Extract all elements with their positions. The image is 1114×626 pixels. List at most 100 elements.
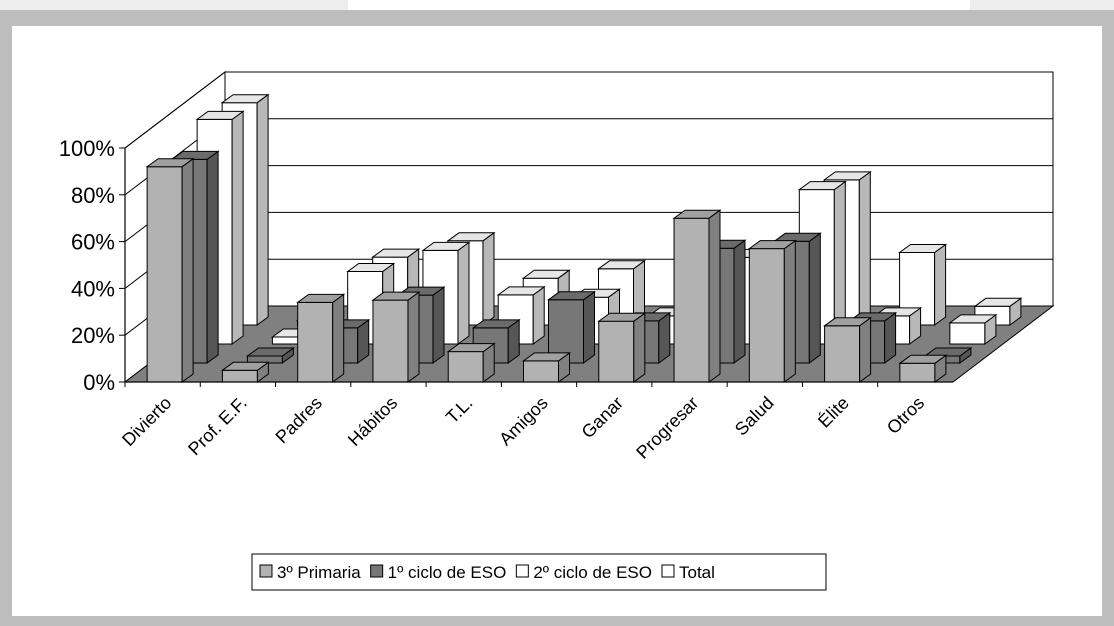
bar-front — [297, 301, 334, 383]
bar-top — [496, 286, 546, 296]
x-tick-label-amigos: Amigos — [495, 393, 552, 450]
bar-top — [772, 232, 822, 242]
y-tick-label: 80% — [71, 183, 115, 208]
bar-top — [898, 244, 948, 253]
bar-3-primaria-lite — [823, 316, 873, 383]
bar-top — [296, 293, 346, 303]
bar-top — [823, 317, 873, 327]
bar-3-primaria-amigos — [521, 351, 572, 383]
bar-top — [898, 354, 948, 364]
top-strip-right — [970, 0, 1114, 10]
legend-box — [251, 553, 827, 591]
x-tick-label-lite: Élite — [814, 393, 853, 432]
chart-frame: 0% 20% 40% 60% 80% 100% Divierto Prof. E.F. Padr… — [0, 10, 1114, 626]
bar-front — [673, 217, 710, 383]
x-tick-label-prof-e-f: Prof. E.F. — [184, 393, 250, 459]
bar-3-primaria-t-l — [446, 342, 496, 383]
bar-front — [146, 166, 183, 383]
legend-label-total: Total — [679, 563, 715, 582]
y-tick-label: 0% — [83, 370, 115, 395]
bar-side — [884, 311, 897, 364]
bar-side — [658, 311, 671, 364]
x-tick-label-t-l: T.L. — [442, 393, 477, 428]
bar-3-primaria-otros — [898, 354, 948, 383]
bar-side — [407, 291, 420, 383]
bar-front — [221, 369, 258, 383]
bar-1-ciclo-de-eso-amigos — [546, 290, 597, 364]
legend-label-2-ciclo-de-eso: 2º ciclo de ESO — [533, 563, 652, 582]
bar-top — [797, 181, 847, 191]
bar-top — [521, 269, 571, 279]
bar-3-primaria-padres — [296, 293, 346, 383]
bar-side — [432, 286, 445, 364]
bar-side — [708, 209, 721, 383]
legend-swatch-total — [661, 564, 675, 578]
bar-side — [859, 316, 872, 383]
bar-top — [521, 352, 572, 362]
bar-top — [747, 240, 797, 250]
x-tick-label-padres: Padres — [272, 393, 326, 447]
gridline-side — [124, 71, 226, 149]
x-tick-label-ganar: Ganar — [578, 393, 628, 443]
bar-top — [446, 232, 496, 242]
bar-side — [231, 110, 244, 345]
legend-swatch-2-ciclo-de-eso — [515, 564, 529, 578]
bar-top — [170, 150, 220, 160]
bar-top — [346, 263, 396, 272]
bar-front — [372, 299, 409, 383]
x-tick-label-divierto: Divierto — [118, 393, 175, 450]
top-strip-left — [0, 0, 348, 10]
bar-side — [332, 293, 345, 383]
x-tick-label-otros: Otros — [883, 393, 928, 438]
bar-front — [824, 325, 861, 383]
y-tick-label: 20% — [71, 323, 115, 348]
bar-1-ciclo-de-eso-prof-e-f — [245, 347, 295, 364]
legend-swatch-3-primaria — [259, 564, 273, 578]
y-tick-label: 60% — [71, 230, 115, 255]
bar-side — [532, 285, 545, 345]
bar-side — [256, 93, 269, 326]
bar-front — [899, 362, 936, 383]
bar-front — [748, 248, 785, 383]
x-tick-label-progresar: Progresar — [632, 393, 702, 463]
bar-top — [145, 158, 195, 168]
bar-top — [371, 248, 421, 258]
bar-top — [471, 319, 521, 329]
chart-area: 0% 20% 40% 60% 80% 100% Divierto Prof. E.F. Padr… — [12, 26, 1102, 616]
top-strip-middle — [348, 0, 970, 10]
bar-top — [446, 343, 496, 353]
y-tick-label: 40% — [71, 276, 115, 301]
bar-side — [858, 170, 871, 326]
bar-top — [672, 209, 722, 219]
chart-svg: 0% 20% 40% 60% 80% 100% Divierto Prof. E.F. Padr… — [59, 70, 1055, 591]
legend-label-1-ciclo-de-eso: 1º ciclo de ESO — [388, 563, 507, 582]
bar-top — [822, 171, 872, 181]
bar-3-primaria-progresar — [672, 209, 722, 383]
bar-top — [923, 347, 973, 357]
bar-side — [808, 232, 821, 364]
bar-top — [371, 291, 421, 301]
bar-top — [973, 297, 1023, 307]
bar-top — [546, 291, 597, 301]
x-tick-label-h-bitos: Hábitos — [344, 393, 401, 450]
bar-side — [482, 231, 495, 326]
y-tick-label: 100% — [59, 136, 115, 161]
bar-side — [633, 312, 646, 383]
bars — [145, 93, 1023, 383]
bar-top — [948, 314, 998, 324]
bar-front — [598, 320, 635, 383]
bar-top — [220, 94, 270, 104]
legend: 3º Primaria 1º ciclo de ESO 2º ciclo de ES… — [251, 553, 827, 591]
bar-top — [245, 347, 295, 357]
bar-side — [783, 239, 796, 383]
bar-3-primaria-salud — [747, 239, 797, 383]
legend-label-3-primaria: 3º Primaria — [277, 563, 361, 582]
bar-front — [949, 322, 986, 345]
bar-side — [583, 290, 595, 364]
bar-side — [206, 150, 219, 364]
bar-2-ciclo-de-eso-otros — [948, 313, 998, 345]
bar-front — [523, 360, 559, 383]
bar-side — [457, 241, 470, 345]
bar-3-primaria-ganar — [597, 312, 647, 383]
legend-swatch-1-ciclo-de-eso — [370, 564, 384, 578]
